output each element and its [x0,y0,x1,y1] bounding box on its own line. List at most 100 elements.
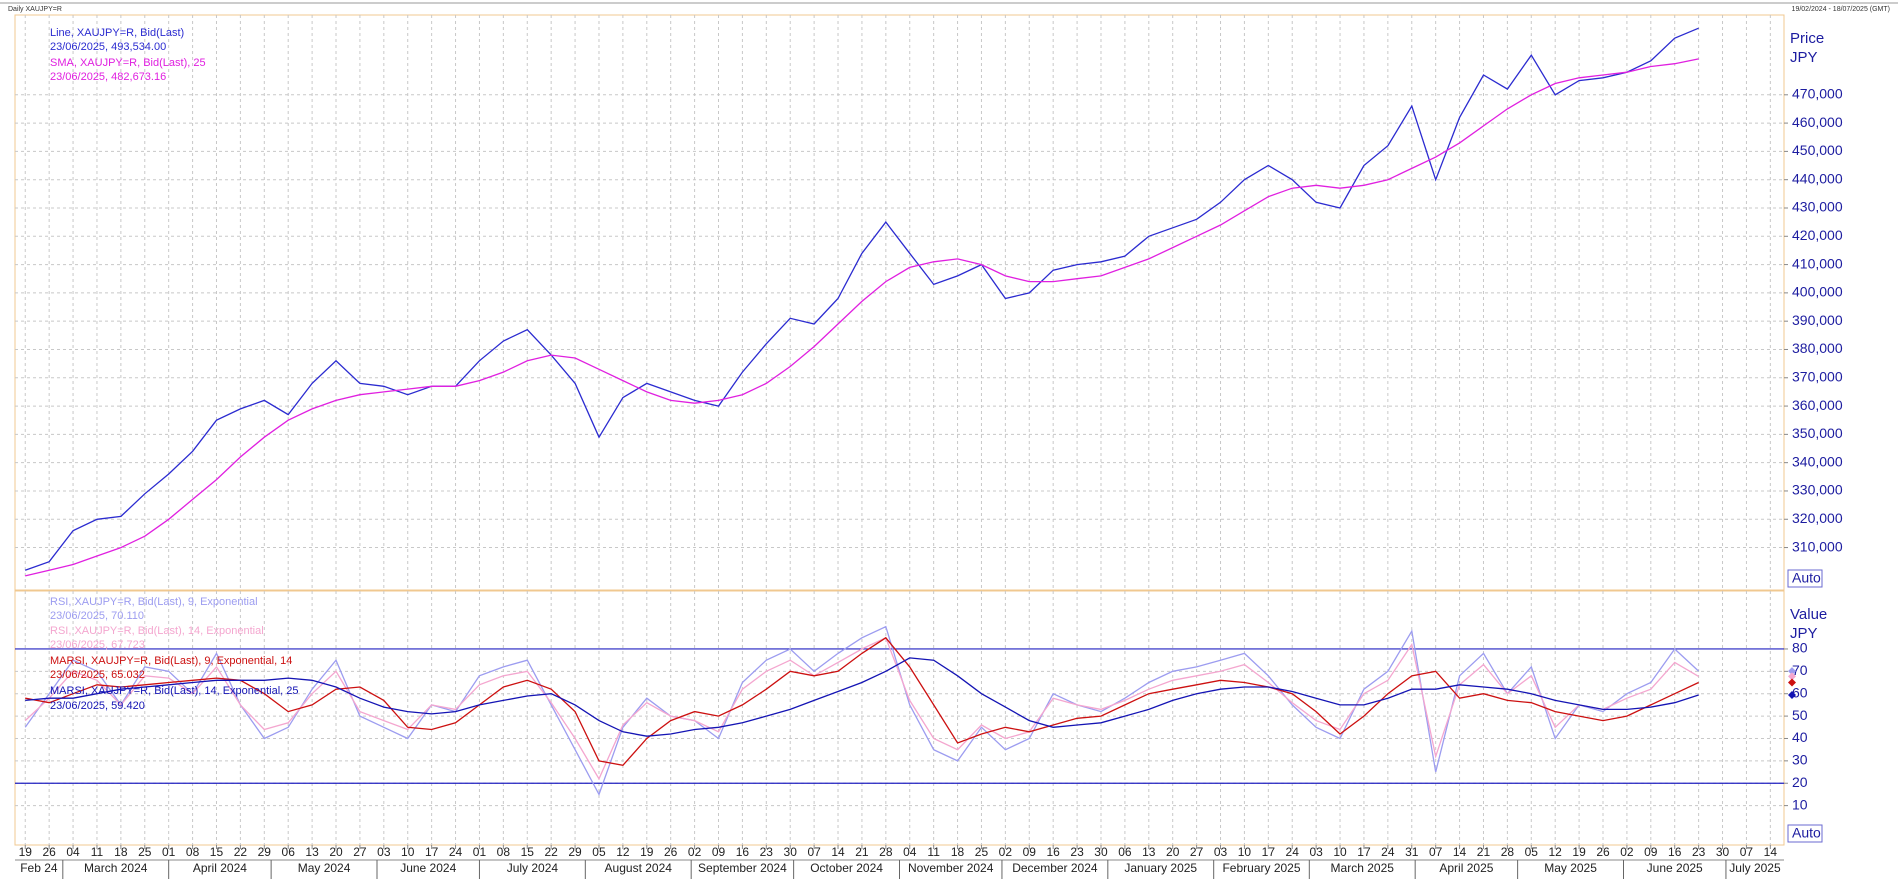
x-tick-label: 16 [1668,845,1682,859]
x-tick-label: 22 [234,845,248,859]
month-label: September 2024 [698,861,787,875]
x-tick-label: 08 [186,845,200,859]
legend-name: MARSI, XAUJPY=R, Bid(Last), 9, Exponenti… [50,655,292,667]
x-tick-label: 05 [592,845,606,859]
x-tick-label: 20 [1166,845,1180,859]
y-tick-label: 380,000 [1792,340,1843,356]
x-tick-label: 09 [1023,845,1037,859]
panel [14,14,1785,591]
x-tick-label: 06 [1118,845,1132,859]
legend-name: Line, XAUJPY=R, Bid(Last) [50,27,184,39]
x-tick-label: 13 [1142,845,1156,859]
month-label: May 2025 [1544,861,1597,875]
y-tick-label: 50 [1792,707,1808,723]
x-tick-label: 25 [138,845,152,859]
x-tick-label: 14 [1453,845,1467,859]
x-tick-label: 21 [855,845,869,859]
y-tick-label: 400,000 [1792,284,1843,300]
axis-mode: Auto [1792,570,1821,586]
x-tick-label: 04 [903,845,917,859]
month-label: June 2024 [400,861,456,875]
header-left: Daily XAUJPY=R [8,6,62,13]
x-tick-label: 03 [1214,845,1228,859]
y-tick-label: 370,000 [1792,368,1843,384]
x-tick-label: 15 [210,845,224,859]
x-tick-label: 16 [736,845,750,859]
axis-label: Value [1790,606,1827,623]
x-tick-label: 26 [1596,845,1610,859]
legend-value: 23/06/2025, 65.032 [50,669,145,681]
x-tick-label: 28 [1501,845,1515,859]
x-tick-label: 30 [784,845,798,859]
y-tick-label: 80 [1792,640,1808,656]
month-label: Feb 24 [20,861,58,875]
header-right: 19/02/2024 - 18/07/2025 (GMT) [1792,6,1890,13]
legend-name: SMA, XAUJPY=R, Bid(Last), 25 [50,57,206,69]
y-tick-label: 340,000 [1792,453,1843,469]
legend-value: 23/06/2025, 482,673.16 [50,71,166,83]
x-tick-label: 31 [1405,845,1419,859]
month-label: August 2024 [605,861,673,875]
x-tick-label: 23 [760,845,774,859]
y-tick-label: 40 [1792,729,1808,745]
x-tick-label: 05 [1525,845,1539,859]
axis-label: Price [1790,30,1824,47]
x-tick-label: 13 [305,845,319,859]
x-tick-label: 08 [497,845,511,859]
month-label: July 2025 [1729,861,1781,875]
month-label: November 2024 [908,861,994,875]
month-label: February 2025 [1222,861,1300,875]
x-tick-label: 03 [1309,845,1323,859]
x-tick-label: 19 [640,845,654,859]
legend-value: 23/06/2025, 70.110 [50,610,144,622]
month-label: March 2024 [84,861,148,875]
x-tick-label: 09 [1644,845,1658,859]
x-tick-label: 18 [951,845,965,859]
y-tick-label: 10 [1792,796,1808,812]
x-tick-label: 11 [91,845,104,859]
month-label: July 2024 [507,861,559,875]
x-tick-label: 15 [521,845,535,859]
x-tick-label: 21 [1477,845,1491,859]
last-value-marker [1788,672,1796,681]
y-tick-label: 30 [1792,752,1808,768]
x-tick-label: 03 [377,845,391,859]
x-tick-label: 24 [1381,845,1395,859]
x-tick-label: 29 [258,845,272,859]
month-label: October 2024 [810,861,883,875]
x-tick-label: 24 [449,845,463,859]
x-tick-label: 19 [19,845,33,859]
x-tick-label: 07 [1740,845,1754,859]
x-tick-label: 02 [688,845,702,859]
y-tick-label: 350,000 [1792,425,1843,441]
month-label: March 2025 [1331,861,1395,875]
series-line [25,636,1699,767]
x-tick-label: 18 [114,845,128,859]
x-tick-label: 24 [1286,845,1300,859]
last-value-marker [1788,678,1796,687]
legend-value: 23/06/2025, 67.723 [50,639,145,651]
legend-value: 23/06/2025, 493,534.00 [50,41,166,53]
x-tick-label: 23 [1692,845,1706,859]
x-tick-label: 07 [807,845,821,859]
x-tick-label: 26 [42,845,56,859]
x-tick-label: 12 [1549,845,1563,859]
series-line [25,657,1699,737]
y-tick-label: 360,000 [1792,397,1843,413]
month-label: April 2025 [1439,861,1493,875]
x-tick-label: 10 [1333,845,1347,859]
y-tick-label: 460,000 [1792,114,1843,130]
axis-unit: JPY [1790,49,1818,66]
series-line [24,27,1699,571]
x-tick-label: 19 [1572,845,1586,859]
last-value-marker [1788,691,1796,700]
x-tick-label: 17 [1262,845,1276,859]
axis-unit: JPY [1790,625,1818,642]
axis-mode: Auto [1792,825,1821,841]
y-tick-label: 310,000 [1792,538,1843,554]
x-tick-label: 23 [1070,845,1084,859]
x-tick-label: 01 [162,845,176,859]
y-tick-label: 60 [1792,684,1808,700]
